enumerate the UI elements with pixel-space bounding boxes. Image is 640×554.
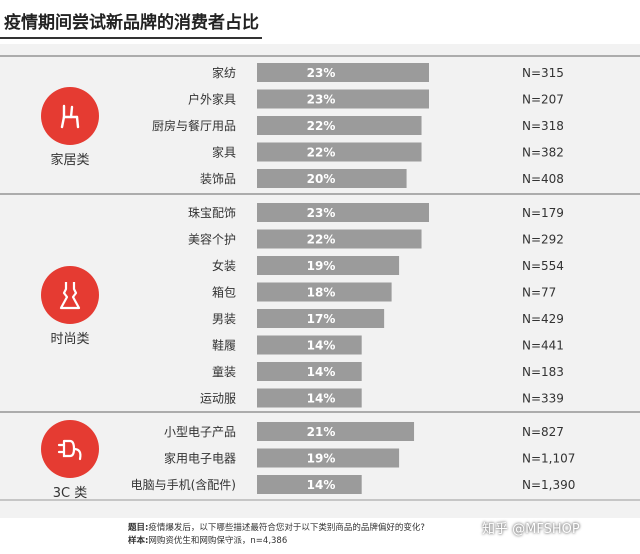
bar xyxy=(257,203,429,222)
bar-value-label: 18% xyxy=(307,286,336,300)
bar xyxy=(257,89,429,109)
sample-size-label: N=179 xyxy=(522,206,564,220)
sample-size-label: N=183 xyxy=(522,365,564,379)
bar-value-label: 23% xyxy=(307,66,336,80)
bar xyxy=(257,475,362,494)
category-label: 珠宝配饰 xyxy=(188,206,236,220)
bar-value-label: 22% xyxy=(307,233,336,247)
sample-size-label: N=1,107 xyxy=(522,452,575,466)
bar xyxy=(257,388,362,408)
category-label: 美容个护 xyxy=(188,232,236,247)
bar-value-label: 23% xyxy=(307,93,336,107)
bar-value-label: 14% xyxy=(307,339,336,353)
bar-value-label: 14% xyxy=(307,365,336,379)
sample-size-label: N=1,390 xyxy=(522,478,575,492)
category-label: 男装 xyxy=(212,312,236,326)
category-label: 家具 xyxy=(212,145,236,160)
bar xyxy=(257,362,362,381)
chart-area: 家居类 家纺 23% N=315 户外家具 23% N=207 厨房与餐厅用品 22% N=318… xyxy=(0,55,640,501)
bar-value-label: 20% xyxy=(307,172,336,186)
watermark: 知乎 @MFSHOP xyxy=(482,522,580,537)
category-label: 运动服 xyxy=(200,392,236,406)
group-icon-circle xyxy=(41,420,99,478)
title-underline xyxy=(0,37,262,39)
chair-icon xyxy=(60,104,80,129)
bar-value-label: 22% xyxy=(307,119,336,133)
sample-size-label: N=408 xyxy=(522,172,564,186)
bar xyxy=(257,169,407,188)
category-label: 箱包 xyxy=(212,285,236,300)
footnote-sample: 网购资优生和网购保守派，n=4,386 xyxy=(148,536,288,546)
bar xyxy=(257,63,429,82)
group-icon-circle xyxy=(41,266,99,324)
bar xyxy=(257,335,362,355)
sample-size-label: N=554 xyxy=(522,259,564,273)
bar-value-label: 14% xyxy=(307,392,336,406)
category-label: 家用电子电器 xyxy=(164,451,236,466)
bar xyxy=(257,256,400,275)
group-label: 时尚类 xyxy=(50,332,89,347)
footnote-question: 疫情爆发后，以下哪些描述最符合您对于以下类别商品的品牌偏好的变化? xyxy=(148,523,425,533)
sample-size-label: N=382 xyxy=(522,146,564,160)
sample-size-label: N=339 xyxy=(522,392,564,406)
footnote-question-label: 题目: xyxy=(128,523,149,533)
bar-value-label: 21% xyxy=(307,425,336,439)
category-label: 童装 xyxy=(212,364,236,379)
bar xyxy=(257,448,400,468)
sample-size-label: N=292 xyxy=(522,233,564,247)
category-label: 电脑与手机(含配件) xyxy=(131,477,236,492)
bar-value-label: 14% xyxy=(307,478,336,492)
category-label: 鞋履 xyxy=(212,338,236,353)
bar-value-label: 19% xyxy=(307,452,336,466)
sample-size-label: N=207 xyxy=(522,93,564,107)
chart-title: 疫情期间尝试新品牌的消费者占比 xyxy=(4,13,259,33)
sample-size-label: N=827 xyxy=(522,425,564,439)
bar-value-label: 22% xyxy=(307,146,336,160)
bar xyxy=(257,282,392,302)
bar-value-label: 19% xyxy=(307,259,336,273)
bar xyxy=(257,422,415,441)
bar xyxy=(257,142,422,162)
bar xyxy=(257,309,385,328)
category-label: 厨房与餐厅用品 xyxy=(152,118,236,133)
plug-icon xyxy=(57,439,82,461)
title-bar: 疫情期间尝试新品牌的消费者占比 xyxy=(0,0,640,44)
group-label: 家居类 xyxy=(50,152,89,168)
bar-value-label: 23% xyxy=(307,206,336,220)
sample-size-label: N=429 xyxy=(522,312,564,326)
dress-icon xyxy=(59,282,81,310)
sample-size-label: N=315 xyxy=(522,66,564,80)
category-label: 小型电子产品 xyxy=(164,425,236,439)
sample-size-label: N=441 xyxy=(522,339,564,353)
footer xyxy=(0,518,640,554)
footnote-sample-label: 样本: xyxy=(128,536,149,546)
category-label: 家纺 xyxy=(212,65,236,80)
bar-value-label: 17% xyxy=(307,312,336,326)
sample-size-label: N=318 xyxy=(522,119,564,133)
group-label: 3C 类 xyxy=(53,486,87,501)
category-label: 女装 xyxy=(212,258,236,273)
category-label: 户外家具 xyxy=(188,92,236,107)
footnote: 题目:疫情爆发后，以下哪些描述最符合您对于以下类别商品的品牌偏好的变化? 样本:… xyxy=(128,522,425,548)
bar xyxy=(257,116,422,135)
sample-size-label: N=77 xyxy=(522,286,556,300)
category-label: 装饰品 xyxy=(200,172,236,186)
bar xyxy=(257,229,422,249)
